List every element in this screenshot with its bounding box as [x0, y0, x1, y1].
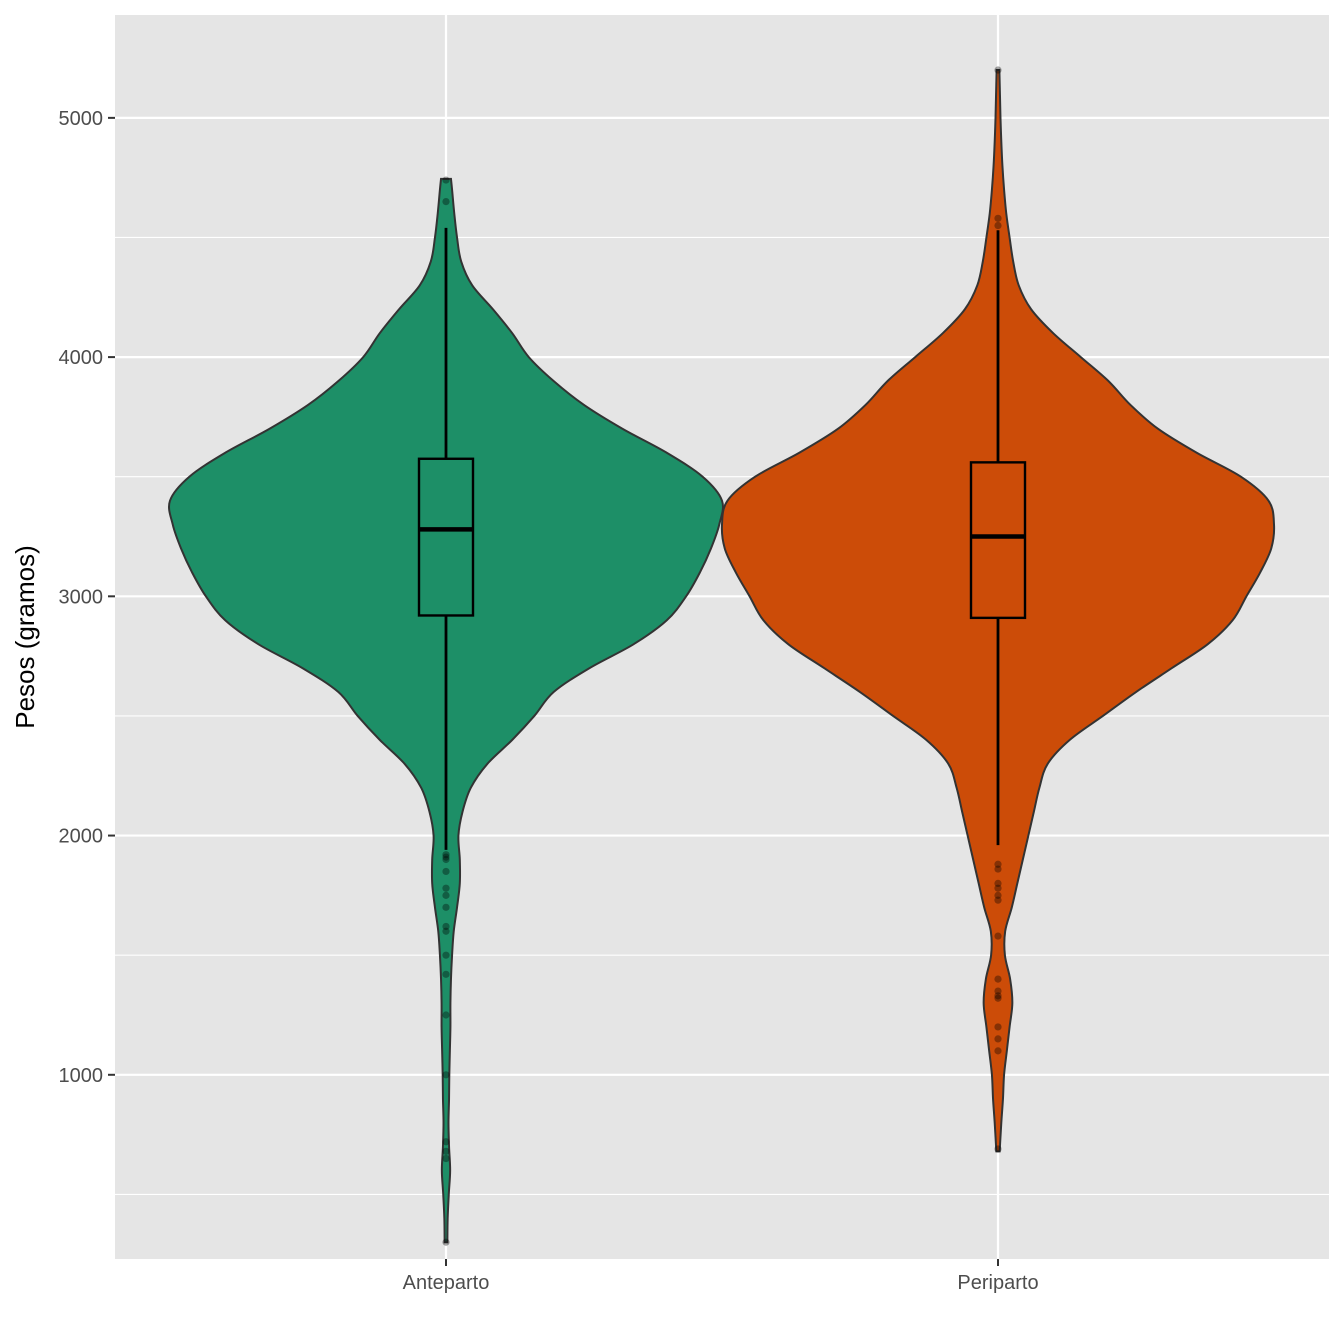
outlier-point — [994, 865, 1002, 873]
outlier-point — [442, 1138, 450, 1146]
outlier-point — [442, 851, 450, 859]
outlier-point — [442, 922, 450, 931]
y-tick-label: 1000 — [59, 1065, 104, 1087]
outlier-point — [442, 891, 450, 899]
outlier-point — [994, 214, 1002, 222]
outlier-point — [994, 891, 1002, 899]
outlier-point — [994, 992, 1002, 1000]
outlier-point — [994, 994, 1002, 1002]
outlier-point — [994, 1035, 1002, 1043]
outlier-point — [442, 1147, 450, 1155]
outlier-point — [442, 176, 450, 184]
outlier-point — [994, 987, 1002, 995]
outlier-point — [442, 855, 450, 864]
box-iqr — [417, 457, 475, 617]
outlier-point — [994, 884, 1002, 892]
outlier-point — [442, 1238, 450, 1246]
outlier-point — [442, 970, 450, 978]
outlier-points — [442, 66, 1002, 1246]
outlier-point — [442, 951, 450, 959]
outlier-point — [994, 1145, 1002, 1153]
x-axis: Anteparto Periparto — [403, 1259, 1039, 1294]
outlier-point — [442, 1011, 450, 1019]
y-tick-label: 5000 — [59, 108, 104, 130]
outlier-point — [442, 1154, 450, 1163]
y-axis: 1000 2000 3000 4000 5000 — [59, 108, 115, 1087]
box-iqr — [969, 461, 1027, 620]
outlier-point — [442, 927, 450, 935]
outlier-point — [442, 853, 450, 861]
outlier-point — [994, 896, 1002, 904]
y-tick-label: 4000 — [59, 347, 104, 369]
outlier-point — [994, 66, 1002, 74]
boxplots — [417, 227, 1027, 850]
x-tick-label: Periparto — [957, 1272, 1038, 1294]
y-tick-label: 3000 — [59, 586, 104, 608]
outlier-point — [994, 860, 1002, 868]
outlier-point — [442, 1071, 450, 1079]
outlier-point — [994, 221, 1002, 230]
outlier-point — [994, 932, 1002, 940]
outlier-point — [442, 198, 450, 206]
outlier-point — [442, 867, 450, 876]
outlier-point — [442, 884, 450, 892]
outlier-point — [442, 903, 450, 911]
outlier-point — [994, 879, 1002, 888]
y-tick-label: 2000 — [59, 826, 104, 848]
outlier-point — [994, 975, 1002, 983]
outlier-point — [994, 1047, 1002, 1055]
outlier-point — [994, 1023, 1002, 1031]
x-tick-label: Anteparto — [403, 1272, 490, 1294]
y-axis-title: Pesos (gramos) — [10, 545, 40, 729]
